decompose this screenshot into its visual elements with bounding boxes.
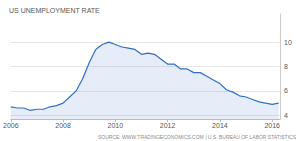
svg-text:6: 6 <box>284 87 288 94</box>
svg-text:2014: 2014 <box>212 122 228 129</box>
svg-text:2012: 2012 <box>160 122 176 129</box>
svg-text:8: 8 <box>284 63 288 70</box>
svg-text:4: 4 <box>284 112 288 119</box>
svg-text:SOURCE: WWW.TRADINGECONOMICS.C: SOURCE: WWW.TRADINGECONOMICS.COM | U.S. … <box>98 134 297 140</box>
svg-text:2008: 2008 <box>55 122 71 129</box>
svg-text:2016: 2016 <box>264 122 280 129</box>
svg-text:2010: 2010 <box>108 122 124 129</box>
svg-text:US UNEMPLOYMENT RATE: US UNEMPLOYMENT RATE <box>9 7 100 14</box>
svg-text:2006: 2006 <box>3 122 19 129</box>
svg-text:10: 10 <box>284 39 292 46</box>
